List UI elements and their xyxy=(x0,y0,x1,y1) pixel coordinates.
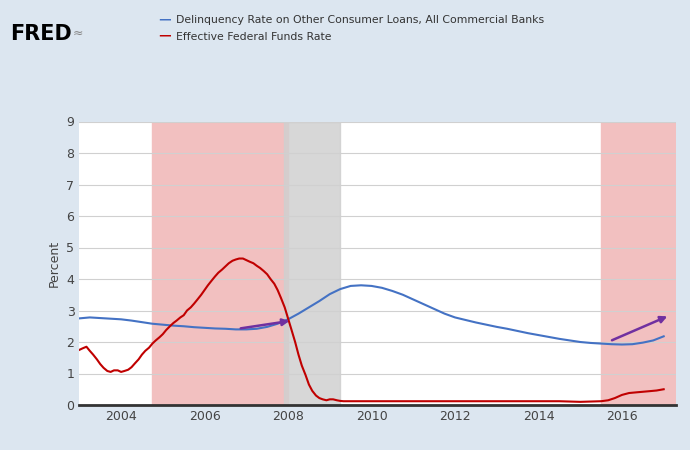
Text: ≈: ≈ xyxy=(72,27,83,40)
Text: FRED: FRED xyxy=(10,24,72,44)
Y-axis label: Percent: Percent xyxy=(48,240,61,287)
Text: Effective Federal Funds Rate: Effective Federal Funds Rate xyxy=(176,32,331,42)
Text: ─: ─ xyxy=(159,28,170,46)
Text: Delinquency Rate on Other Consumer Loans, All Commercial Banks: Delinquency Rate on Other Consumer Loans… xyxy=(176,15,544,25)
Bar xyxy=(284,122,340,405)
Bar xyxy=(152,122,288,405)
Text: ─: ─ xyxy=(159,11,170,29)
Bar xyxy=(601,122,676,405)
